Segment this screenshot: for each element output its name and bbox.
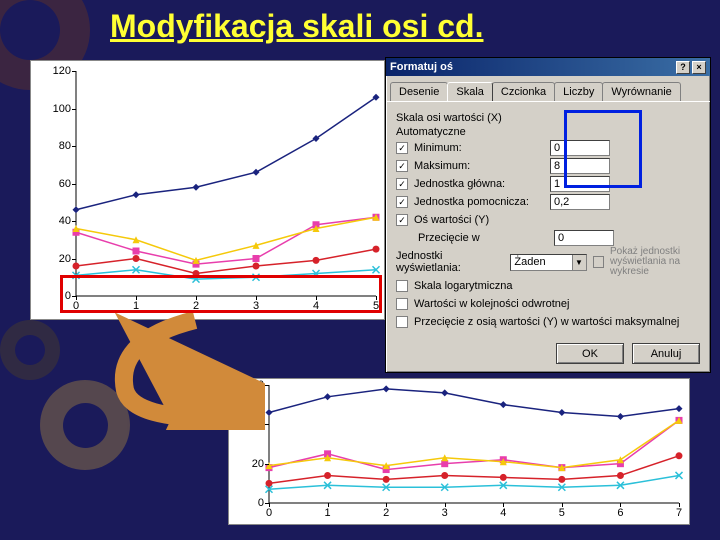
ytick: 40 [41, 215, 71, 227]
display-unit-value: Żaden [514, 256, 545, 268]
section-label: Skala osi wartości (X) [396, 112, 700, 124]
close-icon[interactable]: × [692, 61, 706, 74]
chart-bottom: 020406001234567 [228, 378, 690, 525]
show-unit-label: Pokaż jednostki wyświetlania na wykresie [610, 247, 700, 277]
highlight-blue-box [564, 110, 642, 188]
field-label-2: Jednostka główna: [414, 178, 544, 190]
field-input-5[interactable] [554, 230, 614, 246]
option-checkbox-0[interactable] [396, 280, 408, 292]
ytick: 20 [234, 458, 264, 470]
xtick: 7 [676, 507, 682, 519]
display-unit-label: Jednostki wyświetlania: [396, 250, 504, 274]
field-checkbox-1[interactable]: ✓ [396, 160, 408, 172]
option-checkbox-1[interactable] [396, 298, 408, 310]
xtick: 0 [266, 507, 272, 519]
tab-desenie[interactable]: Desenie [390, 82, 448, 101]
format-axis-dialog: Formatuj oś ? × DesenieSkalaCzcionkaLicz… [385, 57, 711, 373]
arrow-illustration [105, 310, 265, 430]
ytick: 0 [234, 497, 264, 509]
xtick: 1 [325, 507, 331, 519]
option-checkbox-2[interactable] [396, 316, 408, 328]
highlight-red-box [60, 275, 382, 313]
tab-skala[interactable]: Skala [447, 82, 493, 101]
field-label-0: Minimum: [414, 142, 544, 154]
dialog-titlebar[interactable]: Formatuj oś ? × [386, 58, 710, 76]
help-icon[interactable]: ? [676, 61, 690, 74]
xtick: 2 [383, 507, 389, 519]
xtick: 6 [617, 507, 623, 519]
field-input-3[interactable] [550, 194, 610, 210]
xtick: 3 [442, 507, 448, 519]
show-unit-checkbox [593, 256, 604, 268]
field-checkbox-2[interactable]: ✓ [396, 178, 408, 190]
dialog-title: Formatuj oś [390, 61, 453, 73]
option-label-0: Skala logarytmiczna [414, 280, 512, 292]
ytick: 100 [41, 103, 71, 115]
tab-czcionka[interactable]: Czcionka [492, 82, 555, 101]
tab-liczby[interactable]: Liczby [554, 82, 603, 101]
field-label-5: Przecięcie w [418, 232, 548, 244]
field-label-1: Maksimum: [414, 160, 544, 172]
option-label-1: Wartości w kolejności odwrotnej [414, 298, 569, 310]
tab-wyrównanie[interactable]: Wyrównanie [602, 82, 680, 101]
xtick: 5 [559, 507, 565, 519]
field-checkbox-3[interactable]: ✓ [396, 196, 408, 208]
field-checkbox-0[interactable]: ✓ [396, 142, 408, 154]
auto-label: Automatyczne [396, 126, 700, 138]
page-title: Modyfikacja skali osi cd. [110, 8, 483, 45]
cancel-button[interactable]: Anuluj [632, 343, 700, 364]
ytick: 120 [41, 65, 71, 77]
ytick: 20 [41, 253, 71, 265]
ytick: 60 [41, 178, 71, 190]
ok-button[interactable]: OK [556, 343, 624, 364]
field-checkbox-4[interactable]: ✓ [396, 214, 408, 226]
xtick: 4 [500, 507, 506, 519]
option-label-2: Przecięcie z osią wartości (Y) w wartośc… [414, 316, 679, 328]
field-label-3: Jednostka pomocnicza: [414, 196, 544, 208]
display-unit-select[interactable]: Żaden ▼ [510, 254, 586, 271]
field-label-4: Oś wartości (Y) [414, 214, 544, 226]
chevron-down-icon: ▼ [572, 255, 586, 270]
ytick: 80 [41, 140, 71, 152]
